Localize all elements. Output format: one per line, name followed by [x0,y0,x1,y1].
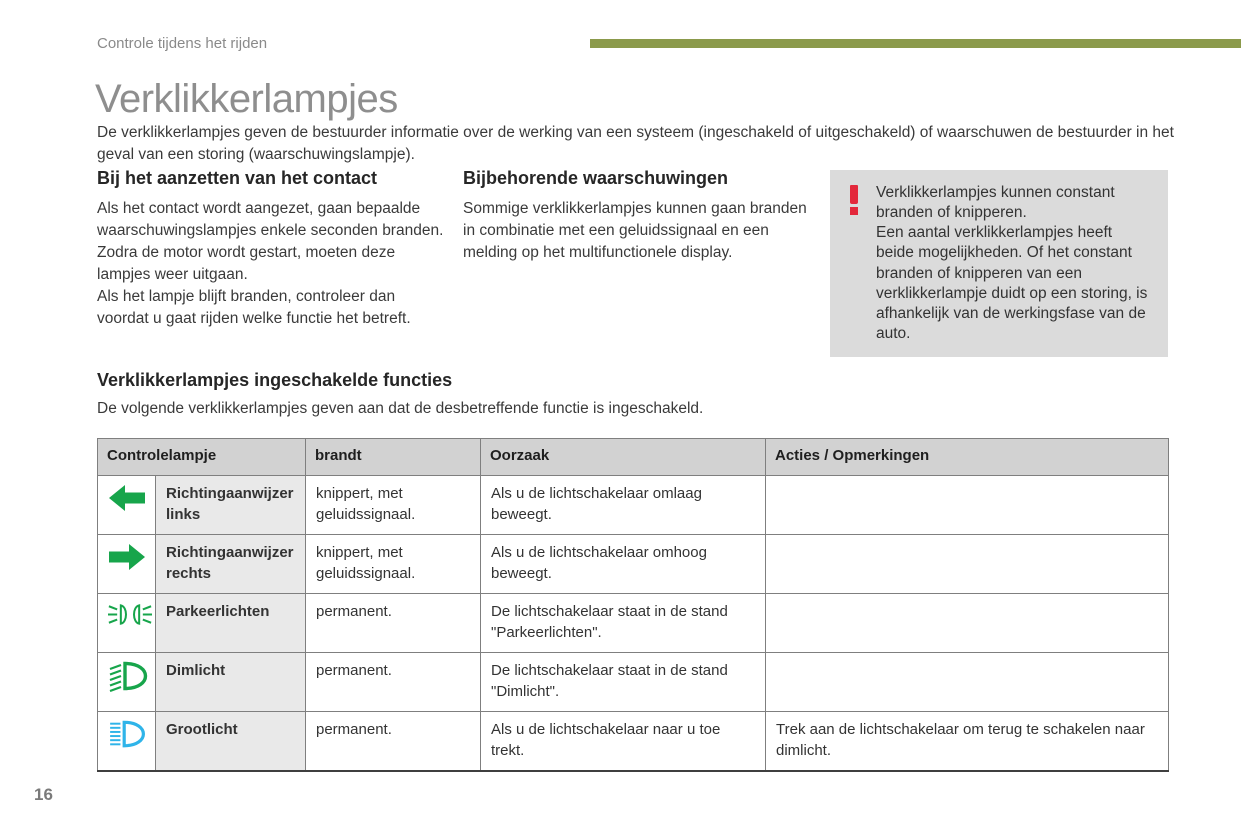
lamp-name: Richtingaanwijzer links [155,475,306,535]
lamp-acties [765,652,1169,712]
turn-left-indicator-icon [97,475,156,535]
lamp-oorzaak: De lichtschakelaar staat in de stand "Pa… [480,593,766,653]
page-title: Verklikkerlampjes [95,77,398,121]
high-beam-icon [97,711,156,772]
header-oorzaak: Oorzaak [480,438,766,476]
breadcrumb: Controle tijdens het rijden [97,35,268,52]
paragraph: Als het contact wordt aangezet, gaan bep… [97,200,444,239]
lamp-name: Parkeerlichten [155,593,306,653]
lamp-oorzaak: Als u de lichtschakelaar naar u toe trek… [480,711,766,772]
lamp-brandt: permanent. [305,593,481,653]
paragraph: Zodra de motor wordt gestart, moeten dez… [97,244,396,283]
paragraph: Als het lampje blijft branden, controlee… [97,288,411,327]
section-warnings-heading: Bijbehorende waarschuwingen [463,168,729,188]
functions-intro: De volgende verklikkerlampjes geven aan … [97,400,704,417]
low-beam-icon [97,652,156,712]
lamp-acties: Trek aan de lichtschakelaar om terug te … [765,711,1169,772]
lamp-oorzaak: Als u de lichtschakelaar omlaag beweegt. [480,475,766,535]
paragraph: Sommige verklikkerlampjes kunnen gaan br… [463,200,807,261]
table-header-row: Controlelampje brandt Oorzaak Acties / O… [97,438,1169,476]
accent-bar [590,39,1241,48]
lamp-acties [765,593,1169,653]
lamp-brandt: permanent. [305,652,481,712]
exclamation-icon [843,183,876,344]
caution-box: Verklikkerlampjes kunnen constant brande… [830,170,1168,358]
parking-lights-icon [97,593,156,653]
caution-text: Een aantal verklikkerlampjes heeft beide… [876,224,1148,342]
section-contact-heading: Bij het aanzetten van het contact [97,168,378,188]
header-controlelampje: Controlelampje [97,438,306,476]
page-intro: De verklikkerlampjes geven de bestuurder… [97,124,1174,164]
lamp-oorzaak: Als u de lichtschakelaar omhoog beweegt. [480,534,766,594]
page-number: 16 [34,785,53,804]
lamp-brandt: permanent. [305,711,481,772]
indicator-table: Controlelampje brandt Oorzaak Acties / O… [97,438,1169,772]
header-acties: Acties / Opmerkingen [765,438,1169,476]
table-row: Parkeerlichten permanent. De lichtschake… [97,593,1169,653]
table-row: Dimlicht permanent. De lichtschakelaar s… [97,652,1169,712]
lamp-brandt: knippert, met geluidssignaal. [305,475,481,535]
header-brandt: brandt [305,438,481,476]
lamp-acties [765,534,1169,594]
lamp-acties [765,475,1169,535]
table-row: Richtingaanwijzer links knippert, met ge… [97,475,1169,535]
caution-text: Verklikkerlampjes kunnen constant brande… [876,184,1115,222]
turn-right-indicator-icon [97,534,156,594]
table-row: Grootlicht permanent. Als u de lichtscha… [97,711,1169,772]
lamp-name: Dimlicht [155,652,306,712]
functions-heading: Verklikkerlampjes ingeschakelde functies [97,370,453,390]
section-warnings: Bijbehorende waarschuwingen Sommige verk… [463,168,815,264]
lamp-name: Grootlicht [155,711,306,772]
lamp-name: Richtingaanwijzer rechts [155,534,306,594]
lamp-oorzaak: De lichtschakelaar staat in de stand "Di… [480,652,766,712]
section-contact: Bij het aanzetten van het contact Als he… [97,168,445,330]
lamp-brandt: knippert, met geluidssignaal. [305,534,481,594]
table-row: Richtingaanwijzer rechts knippert, met g… [97,534,1169,594]
